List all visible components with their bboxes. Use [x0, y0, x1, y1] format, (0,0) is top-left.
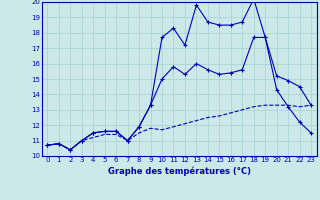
X-axis label: Graphe des températures (°C): Graphe des températures (°C) [108, 166, 251, 176]
